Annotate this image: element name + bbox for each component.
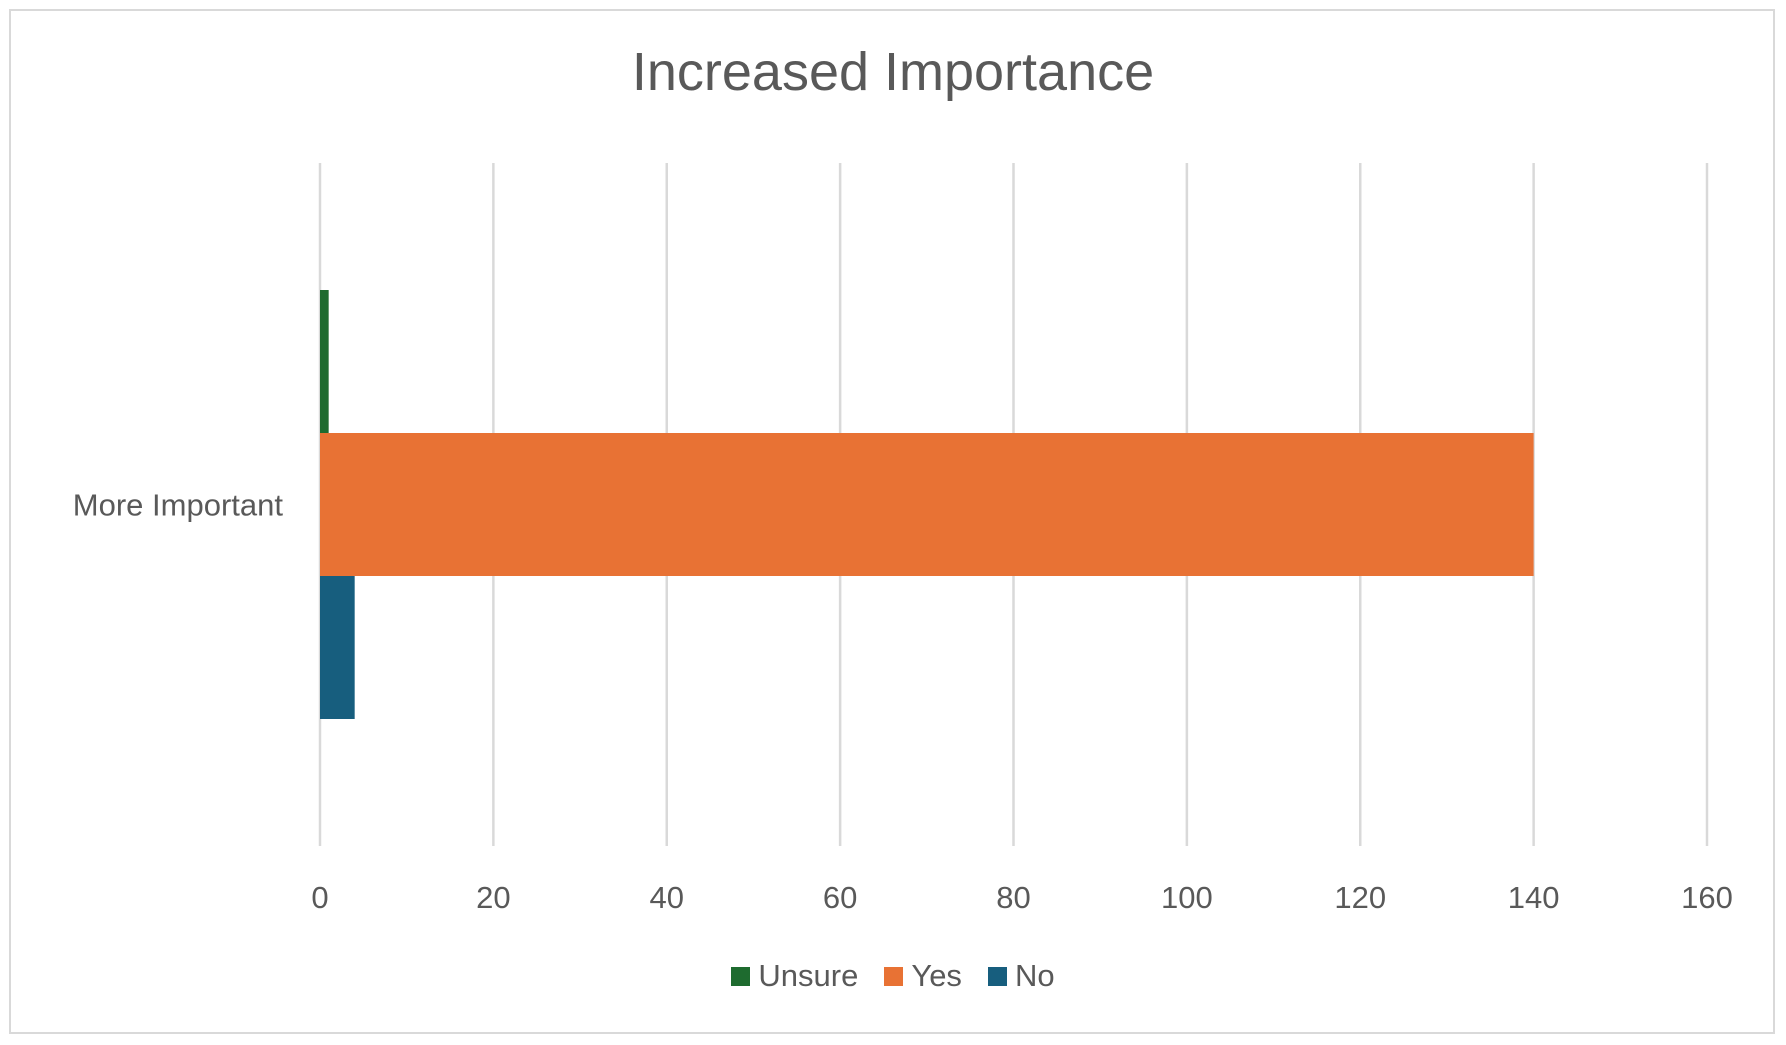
chart-title: Increased Importance <box>631 42 1155 102</box>
category-label: More Important <box>73 488 284 523</box>
legend-label: Yes <box>911 958 962 993</box>
legend-label: No <box>1014 958 1055 993</box>
bar-unsure <box>320 290 329 433</box>
x-tick-label: 140 <box>1508 880 1560 915</box>
x-tick-label: 80 <box>996 880 1030 915</box>
x-tick-label: 120 <box>1334 880 1386 915</box>
legend-label: Unsure <box>758 958 859 993</box>
x-tick-label: 40 <box>650 880 684 915</box>
x-tick-labels: 0 20 40 60 80 100 120 140 160 <box>311 880 1732 915</box>
legend-item-no: No <box>987 958 1055 994</box>
bar-no <box>320 576 355 719</box>
x-tick-label: 100 <box>1161 880 1213 915</box>
x-tick-label: 60 <box>823 880 857 915</box>
legend-swatch <box>987 966 1007 986</box>
legend-item-yes: Yes <box>884 958 962 994</box>
legend-swatch <box>884 966 904 986</box>
bar-yes <box>320 433 1534 576</box>
x-tick-label: 20 <box>476 880 510 915</box>
x-tick-label: 160 <box>1681 880 1733 915</box>
x-tick-label: 0 <box>311 880 328 915</box>
category-labels: More Important <box>73 488 284 523</box>
legend-swatch <box>731 966 751 986</box>
bars <box>320 290 1534 719</box>
legend-item-unsure: Unsure <box>731 958 858 994</box>
legend: Unsure Yes No <box>0 958 1786 994</box>
